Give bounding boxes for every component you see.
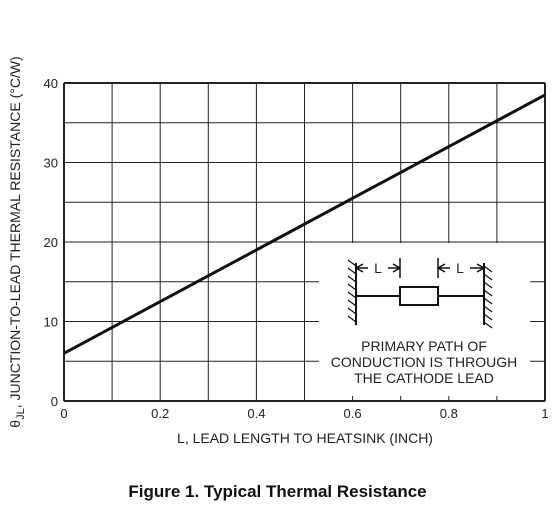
y-axis-label-subscript: JL	[15, 408, 27, 420]
figure-caption: Figure 1. Typical Thermal Resistance	[128, 482, 427, 501]
left-heatsink-hatch	[347, 259, 357, 323]
x-tick-label: 0.4	[247, 406, 265, 421]
x-tick-label: 0	[60, 406, 67, 421]
y-axis-label: θJL, JUNCTION-TO-LEAD THERMAL RESISTANCE…	[7, 56, 27, 427]
diode-body	[399, 286, 439, 306]
y-tick-label: 40	[44, 76, 58, 91]
y-tick-label: 20	[44, 235, 58, 250]
y-axis-label-text: , JUNCTION-TO-LEAD THERMAL RESISTANCE (°…	[7, 56, 23, 408]
right-dimension-arrow	[437, 263, 485, 273]
y-tick-label: 0	[51, 394, 58, 409]
y-tick-label: 10	[44, 315, 58, 330]
inset-panel	[319, 243, 530, 396]
right-heatsink-hatch	[483, 265, 493, 329]
x-tick-label: 0.8	[440, 406, 458, 421]
inset-note-line-2: CONDUCTION IS THROUGH	[331, 354, 517, 370]
inset-note-line-3: THE CATHODE LEAD	[354, 370, 494, 386]
inset-note-line-1: PRIMARY PATH OF	[361, 338, 487, 354]
right-dimension-label: L	[456, 260, 464, 276]
series-line	[63, 93, 546, 355]
y-tick-label: 30	[44, 156, 58, 171]
x-axis-label: L, LEAD LENGTH TO HEATSINK (INCH)	[177, 430, 433, 446]
x-tick-label: 0.6	[344, 406, 362, 421]
left-dimension-label: L	[374, 260, 382, 276]
lead-diagram	[347, 258, 493, 329]
x-tick-label: 1	[541, 406, 548, 421]
left-dimension-arrow	[355, 263, 401, 273]
x-tick-label: 0.2	[151, 406, 169, 421]
y-axis-label-symbol: θ	[7, 420, 23, 428]
series	[63, 93, 546, 355]
